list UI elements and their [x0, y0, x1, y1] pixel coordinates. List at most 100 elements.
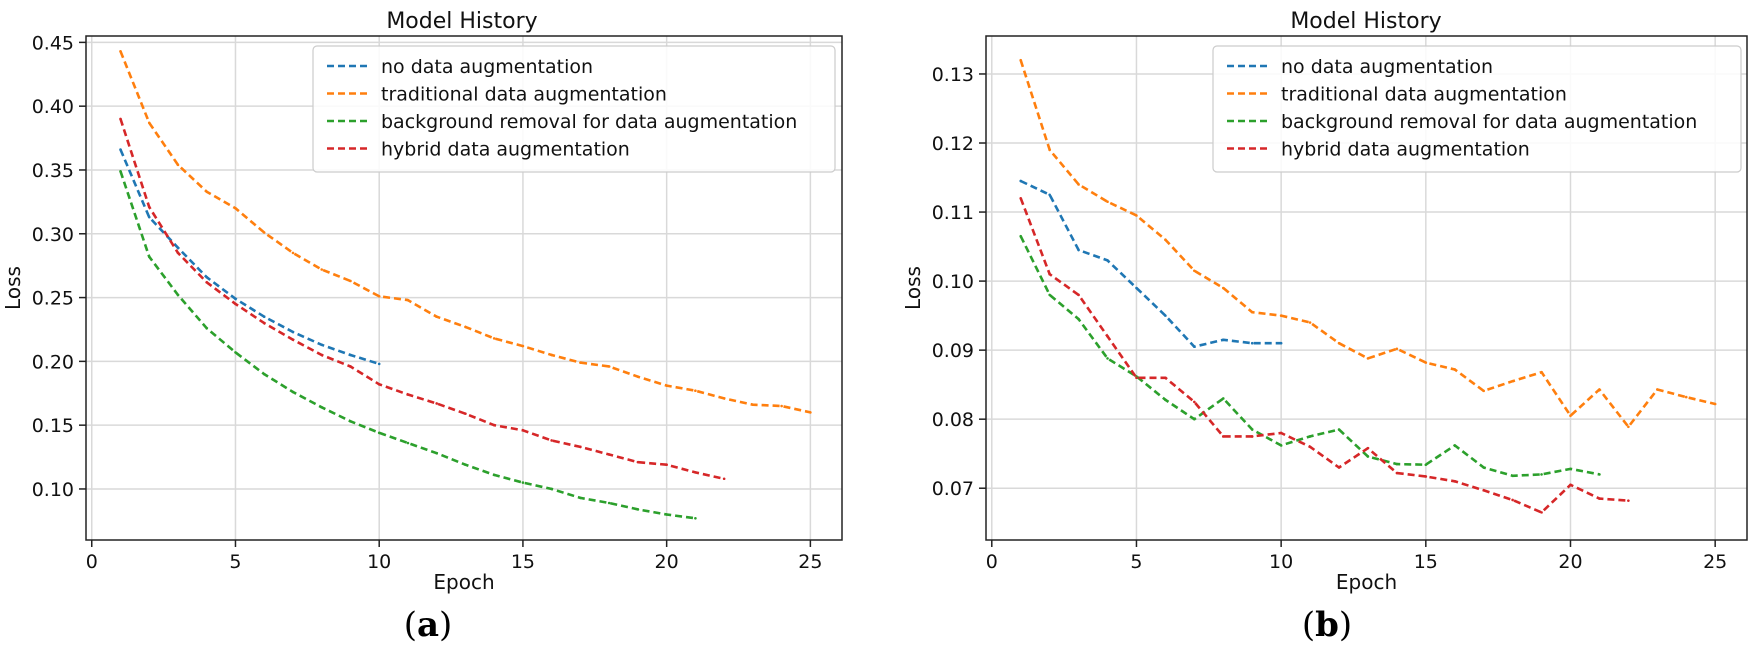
chart0-series-2-point-2: [176, 293, 180, 297]
chart1-series-1-point-22: [1656, 388, 1659, 391]
chart0-series-1-point-23: [780, 404, 783, 408]
chart1-series-2-point-17: [1511, 474, 1514, 478]
chart0-series-1-point-18: [636, 375, 640, 378]
chart0-series-1-point-9: [377, 294, 381, 298]
chart1-series-0-point-1: [1048, 193, 1051, 197]
chart1-series-0-point-2: [1077, 248, 1080, 252]
chart0-legend-label-1: traditional data augmentation: [381, 84, 667, 106]
chart0-series-0-point-7: [320, 343, 324, 347]
chart1-series-3-point-15: [1453, 480, 1457, 483]
chart1-series-0-line: [1020, 179, 1282, 349]
chart0-series-3-point-14: [521, 428, 525, 432]
chart0-y-tick-label-6: 0.40: [32, 96, 74, 118]
chart0-series-0-point-5: [262, 315, 266, 319]
chart0-series-3-point-11: [435, 402, 438, 405]
chart0-y-tick-label-4: 0.30: [32, 224, 74, 246]
chart0-y-tick-label-2: 0.20: [32, 351, 74, 373]
chart0-series-1-point-10: [406, 298, 410, 302]
chart1-series-1-point-10: [1308, 321, 1312, 324]
chart0-series-3-point-8: [349, 365, 352, 368]
chart1-series-1-point-7: [1221, 286, 1225, 290]
chart0-series-1-point-5: [262, 231, 266, 234]
chart1-series-0-point-4: [1135, 286, 1138, 290]
chart0-series-3-point-20: [694, 471, 697, 474]
chart1-y-tick-label-5: 0.12: [932, 133, 974, 155]
chart0-series-3-point-0: [119, 117, 122, 121]
chart0-series-3-point-4: [234, 302, 237, 306]
chart1-series-3-point-0: [1019, 196, 1023, 200]
chart0-series-2-point-11: [435, 451, 438, 455]
chart0-x-tick-label-3: 15: [511, 551, 535, 573]
chart1-series-1-point-19: [1569, 414, 1572, 418]
chart1-series-1-point-18: [1540, 370, 1543, 374]
chart1-series-2-point-15: [1453, 444, 1457, 447]
chart0-series-2-point-16: [579, 496, 582, 500]
chart0-series-3-point-17: [607, 453, 611, 456]
chart1-series-2-point-0: [1019, 234, 1023, 238]
chart1-series-2-point-11: [1337, 428, 1341, 431]
chart1-series-2-line: [1019, 235, 1600, 478]
chart0-series-1-point-8: [349, 279, 352, 283]
chart0-series-2-point-6: [291, 390, 295, 394]
chart1-x-tick-label-5: 25: [1703, 551, 1727, 573]
chart0-series-2-point-5: [262, 372, 266, 376]
chart1-series-3-point-19: [1569, 483, 1572, 487]
chart0-series-3-line: [119, 118, 725, 481]
chart1-series-2-point-19: [1569, 467, 1572, 471]
chart1-legend-label-2: background removal for data augmentation: [1281, 111, 1697, 133]
chart1-series-2-point-16: [1482, 466, 1485, 469]
chart0-series-3-point-15: [550, 439, 553, 442]
chart0-series-2-point-9: [377, 431, 381, 435]
chart0-series-1-point-19: [665, 384, 668, 387]
chart1-series-2-point-14: [1424, 463, 1428, 467]
chart1-series-1-point-11: [1337, 341, 1341, 345]
chart1-x-tick-label-2: 10: [1269, 551, 1293, 573]
chart1-x-axis-label: Epoch: [1336, 570, 1397, 594]
chart1-series-1-point-8: [1250, 310, 1254, 314]
chart0-series-2-point-3: [205, 326, 209, 330]
chart0-y-tick-label-0: 0.10: [32, 479, 74, 501]
caption-a-label: a: [417, 605, 439, 645]
chart0-series-1-point-1: [147, 121, 151, 125]
chart1-series-2-point-8: [1250, 428, 1254, 431]
chart0-title: Model History: [386, 9, 537, 34]
chart0-series-0-point-4: [234, 297, 237, 301]
chart1-legend-label-3: hybrid data augmentation: [1281, 139, 1530, 161]
chart1-series-2-point-1: [1048, 293, 1051, 297]
chart0-series-2-point-20: [694, 517, 697, 520]
chart1-series-1-point-3: [1106, 200, 1109, 203]
chart1-series-2-point-9: [1279, 444, 1283, 447]
chart0-series-2-point-1: [147, 255, 151, 259]
chart0-series-3-point-21: [722, 477, 726, 481]
chart1-series-1-point-5: [1164, 238, 1167, 241]
chart0-series-3-point-18: [636, 460, 640, 464]
chart0-series-3-point-12: [464, 412, 467, 415]
chart0-series-3-point-5: [262, 321, 266, 325]
chart1-series-3-point-10: [1308, 445, 1312, 449]
chart1-series-3-point-5: [1164, 376, 1167, 380]
chart1-series-1-point-12: [1366, 357, 1370, 360]
chart0-series-0-point-9: [377, 362, 381, 366]
chart1-series-1-point-20: [1598, 388, 1601, 391]
chart1-series-3-point-7: [1221, 435, 1225, 438]
chart0-series-0-point-1: [147, 215, 151, 219]
chart1-y-tick-label-1: 0.08: [932, 409, 974, 431]
chart0-series-2-point-10: [406, 441, 410, 445]
panel-a-chart: 0 5 10 15 20 25 0.10 0.15 0.20 0.25 0.30 0.35 0.40 0.…: [1, 9, 843, 594]
chart1-axes-frame: [985, 35, 1748, 541]
chart0-series-1-point-13: [492, 337, 496, 340]
chart1-series-1-point-23: [1684, 395, 1688, 399]
chart1-series-1-point-9: [1279, 314, 1283, 317]
chart1-series-1-point-1: [1048, 148, 1051, 152]
chart1-series-0-point-9: [1279, 341, 1283, 345]
chart1-series-0-point-8: [1250, 341, 1254, 345]
chart1-series-2-point-12: [1366, 455, 1370, 458]
chart1-series-2-point-20: [1598, 473, 1601, 476]
chart0-series-2-point-8: [349, 420, 352, 423]
chart0-series-1-point-2: [176, 163, 180, 167]
chart0-x-axis-label: Epoch: [433, 570, 494, 594]
chart0-series-1-point-17: [607, 365, 611, 368]
chart1-series-3-point-2: [1077, 293, 1080, 297]
chart1-legend-label-1: traditional data augmentation: [1281, 84, 1567, 106]
chart1-series-3-point-12: [1366, 446, 1370, 450]
